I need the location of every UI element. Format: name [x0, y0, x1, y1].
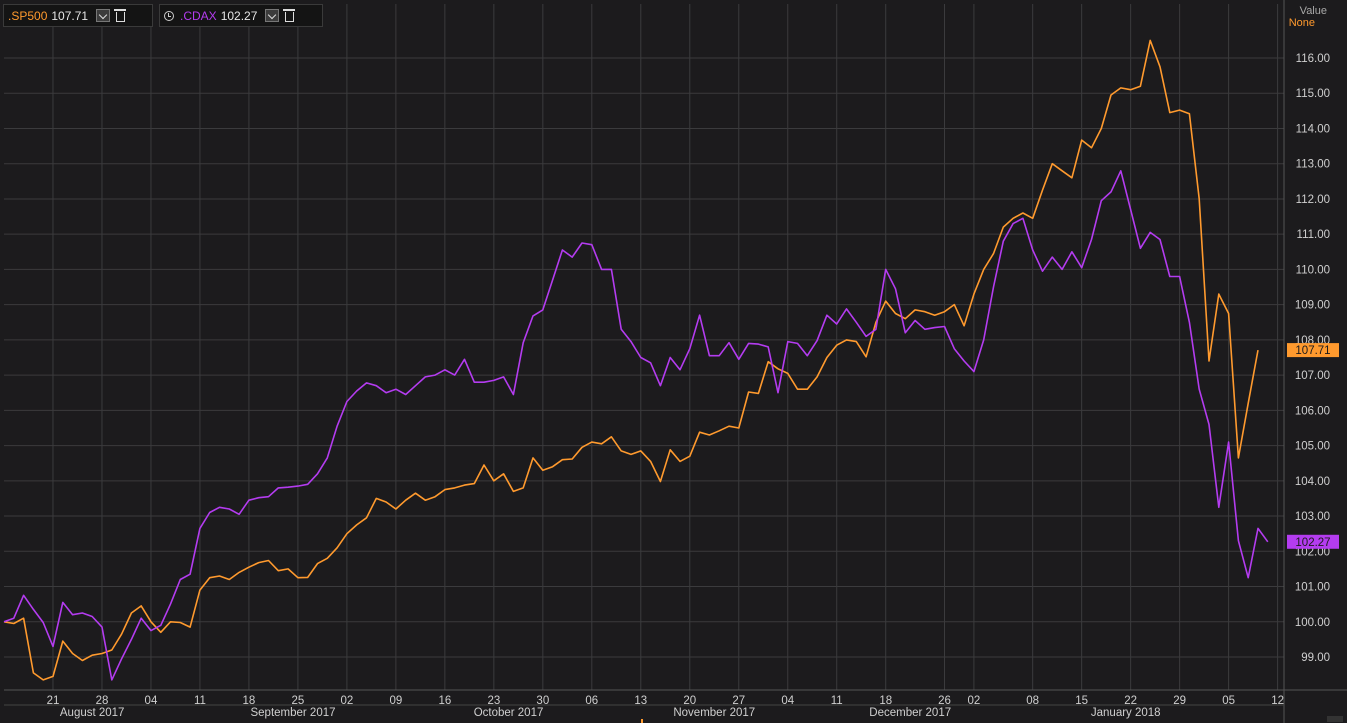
y-tick-label: 111.00 — [1297, 229, 1330, 241]
x-tick-label: 18 — [243, 695, 256, 707]
series-line-cdax — [3, 170, 1269, 681]
series-line-sp500 — [3, 39, 1259, 681]
y-tick-label: 112.00 — [1296, 194, 1330, 206]
x-tick-label: 13 — [634, 695, 647, 707]
x-tick-label: 11 — [831, 695, 843, 707]
x-tick-label: 02 — [967, 695, 980, 707]
x-tick-label: 02 — [340, 695, 353, 707]
y-tick-label: 107.00 — [1295, 370, 1330, 382]
x-tick-label: 30 — [536, 695, 549, 707]
last-value-tag — [1287, 534, 1339, 549]
y-axis-title: Value — [1299, 5, 1327, 17]
last-value-label: 102.27 — [1295, 537, 1330, 549]
x-tick-label: 04 — [145, 695, 158, 707]
y-tick-label: 103.00 — [1295, 511, 1330, 523]
x-tick-label: 28 — [96, 695, 109, 707]
y-tick-label: 109.00 — [1295, 300, 1330, 312]
last-value-label: 107.71 — [1295, 345, 1330, 357]
y-tick-label: 114.00 — [1296, 123, 1330, 135]
month-label: October 2017 — [474, 707, 544, 719]
month-label: January 2018 — [1091, 707, 1161, 719]
y-tick-label: 99.00 — [1301, 652, 1330, 664]
trash-icon[interactable] — [114, 8, 127, 22]
x-tick-label: 08 — [1026, 695, 1039, 707]
x-tick-label: 12 — [1271, 695, 1284, 707]
y-tick-label: 104.00 — [1295, 476, 1330, 488]
y-tick-label: 113.00 — [1296, 159, 1330, 171]
y-tick-label: 101.00 — [1295, 582, 1330, 594]
x-tick-label: 26 — [938, 695, 951, 707]
y-tick-label: 100.00 — [1295, 617, 1330, 629]
trash-icon[interactable] — [283, 8, 296, 22]
chevron-down-icon[interactable] — [96, 9, 111, 22]
axes: 99.00 100.00 101.00 102.00 103.00 104.00 105.0… — [4, 0, 1347, 723]
x-tick-label: 29 — [1173, 695, 1186, 707]
resize-handle-icon[interactable] — [1327, 716, 1343, 722]
cdax-label: .CDAX — [180, 8, 217, 23]
sp500-label: .SP500 — [8, 8, 48, 23]
x-tick-label: 23 — [487, 695, 500, 707]
x-tick-label: 25 — [292, 695, 305, 707]
x-tick-label: 05 — [1222, 695, 1235, 707]
month-label: September 2017 — [250, 707, 335, 719]
series-layer — [3, 39, 1269, 681]
x-tick-label: 06 — [585, 695, 598, 707]
x-tick-label: 20 — [683, 695, 696, 707]
legend-sp500[interactable]: .SP500 107.71 — [3, 4, 153, 27]
month-label: August 2017 — [60, 707, 125, 719]
clock-icon — [164, 10, 174, 21]
y-tick-label: 106.00 — [1295, 405, 1330, 417]
x-tick-label: 04 — [781, 695, 794, 707]
x-tick-label: 18 — [879, 695, 892, 707]
x-tick-label: 22 — [1124, 695, 1137, 707]
cdax-value: 102.27 — [220, 8, 258, 23]
x-tick-label: 09 — [389, 695, 402, 707]
x-tick-label: 21 — [47, 695, 60, 707]
month-label: December 2017 — [869, 707, 951, 719]
x-tick-label: 15 — [1075, 695, 1088, 707]
y-tick-label: 102.00 — [1295, 546, 1330, 558]
y-tick-label: 110.00 — [1296, 264, 1330, 276]
y-tick-label: 105.00 — [1295, 441, 1330, 453]
y-tick-label: 115.00 — [1296, 88, 1330, 100]
grid-lines — [4, 4, 1284, 690]
month-label: November 2017 — [673, 707, 755, 719]
last-value-tag — [1287, 343, 1339, 358]
chevron-down-icon[interactable] — [265, 9, 280, 22]
y-tick-label: 116.00 — [1296, 53, 1330, 65]
x-tick-label: 16 — [438, 695, 451, 707]
x-tick-label: 11 — [194, 695, 206, 707]
legend-cdax[interactable]: .CDAX 102.27 — [159, 4, 323, 27]
sp500-value: 107.71 — [51, 8, 89, 23]
x-tick-label: 27 — [732, 695, 745, 707]
scroll-marker — [641, 719, 643, 723]
y-axis-subtitle[interactable]: None — [1288, 17, 1315, 29]
